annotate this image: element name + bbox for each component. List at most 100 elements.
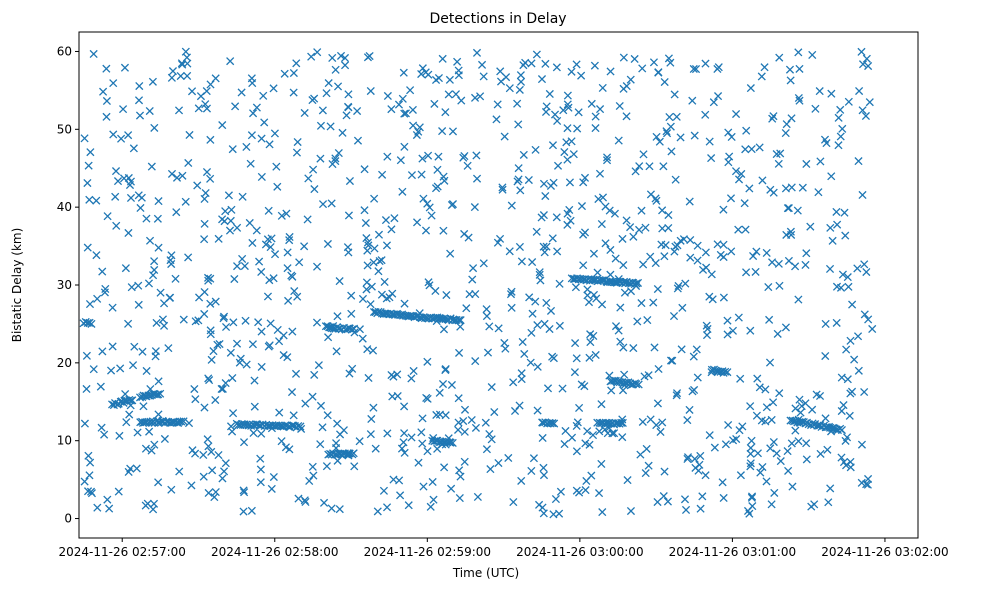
detection-marker bbox=[266, 319, 275, 328]
detection-marker bbox=[344, 211, 353, 220]
detection-marker bbox=[283, 353, 292, 362]
detection-marker bbox=[616, 337, 625, 346]
detection-marker bbox=[120, 63, 130, 72]
detection-marker bbox=[473, 492, 482, 501]
detection-marker bbox=[619, 53, 628, 62]
detection-marker bbox=[685, 197, 694, 206]
detection-marker bbox=[141, 444, 151, 453]
detection-marker bbox=[85, 471, 94, 480]
x-tick-label: 2024-11-26 02:59:00 bbox=[364, 545, 491, 559]
detection-marker bbox=[669, 311, 679, 321]
detection-marker bbox=[324, 450, 333, 459]
detection-marker bbox=[454, 71, 463, 80]
detection-marker bbox=[701, 110, 710, 119]
detection-marker bbox=[560, 147, 569, 157]
detection-marker bbox=[532, 227, 541, 236]
detection-marker bbox=[610, 429, 619, 438]
detection-marker bbox=[371, 444, 380, 453]
detection-marker bbox=[400, 429, 409, 438]
detection-marker bbox=[409, 366, 418, 376]
detection-marker bbox=[285, 445, 294, 454]
detection-marker bbox=[313, 48, 322, 57]
detection-marker bbox=[308, 462, 317, 471]
detection-marker bbox=[774, 259, 783, 268]
detection-marker bbox=[629, 232, 638, 241]
detection-marker bbox=[768, 114, 777, 123]
detection-marker bbox=[257, 429, 266, 438]
detection-marker bbox=[342, 111, 351, 120]
detection-marker bbox=[308, 392, 317, 401]
detection-marker bbox=[862, 480, 871, 489]
detection-marker bbox=[719, 293, 728, 302]
detection-marker bbox=[504, 453, 513, 463]
detection-marker bbox=[366, 430, 375, 439]
detection-marker bbox=[400, 402, 409, 411]
detection-marker bbox=[210, 493, 219, 502]
detection-marker bbox=[309, 165, 318, 174]
detection-marker bbox=[292, 59, 301, 68]
detection-marker bbox=[219, 314, 228, 323]
detection-marker bbox=[806, 222, 815, 231]
detection-marker bbox=[275, 408, 284, 417]
detection-marker bbox=[620, 288, 629, 297]
detection-marker bbox=[626, 75, 635, 84]
detection-marker bbox=[757, 72, 766, 81]
detection-marker bbox=[404, 501, 413, 510]
detection-marker bbox=[577, 71, 586, 80]
detection-marker bbox=[698, 265, 708, 274]
detection-marker bbox=[240, 261, 249, 271]
detection-marker bbox=[381, 216, 391, 225]
detection-marker bbox=[355, 437, 364, 446]
detection-marker bbox=[99, 87, 108, 96]
detection-marker bbox=[827, 89, 836, 98]
detection-marker bbox=[303, 215, 312, 224]
detection-marker bbox=[816, 449, 825, 458]
detection-marker bbox=[221, 379, 230, 388]
detection-marker bbox=[171, 274, 180, 283]
detection-marker bbox=[644, 461, 653, 470]
detection-marker bbox=[650, 343, 659, 352]
detection-marker bbox=[581, 486, 590, 495]
detection-marker bbox=[400, 448, 409, 457]
detection-marker bbox=[221, 459, 230, 468]
detection-marker bbox=[575, 403, 584, 412]
detection-marker bbox=[686, 253, 695, 262]
detection-marker bbox=[490, 407, 499, 417]
detection-marker bbox=[541, 59, 550, 68]
detection-marker bbox=[654, 364, 663, 374]
detection-marker bbox=[622, 82, 631, 91]
detection-marker bbox=[84, 451, 93, 460]
detection-marker bbox=[112, 221, 121, 230]
detection-marker bbox=[571, 339, 580, 348]
detection-marker bbox=[366, 300, 375, 309]
detection-marker bbox=[324, 79, 333, 88]
detection-marker bbox=[747, 436, 756, 445]
detection-marker bbox=[423, 199, 432, 208]
detection-marker bbox=[175, 467, 184, 476]
detection-marker bbox=[483, 348, 493, 357]
detection-marker bbox=[156, 389, 165, 398]
detection-marker bbox=[370, 194, 379, 203]
detection-marker bbox=[788, 416, 797, 425]
detection-marker bbox=[532, 50, 541, 59]
detection-marker bbox=[765, 315, 774, 324]
detection-marker bbox=[419, 194, 428, 203]
detection-marker bbox=[745, 184, 754, 193]
detection-marker bbox=[626, 223, 635, 232]
detection-marker bbox=[492, 115, 501, 124]
detection-marker bbox=[194, 316, 203, 325]
detection-marker bbox=[781, 184, 790, 193]
detection-marker bbox=[409, 121, 418, 130]
detection-marker bbox=[734, 225, 743, 234]
detection-marker bbox=[327, 504, 336, 513]
detection-marker bbox=[584, 298, 594, 307]
detection-marker bbox=[407, 433, 416, 442]
detection-marker bbox=[548, 141, 558, 150]
detection-marker bbox=[597, 459, 606, 469]
detection-marker bbox=[719, 240, 728, 249]
detection-marker bbox=[633, 278, 643, 288]
detection-marker bbox=[802, 249, 811, 258]
detection-marker bbox=[515, 242, 524, 252]
detection-marker bbox=[438, 379, 448, 389]
detection-marker bbox=[723, 368, 732, 377]
